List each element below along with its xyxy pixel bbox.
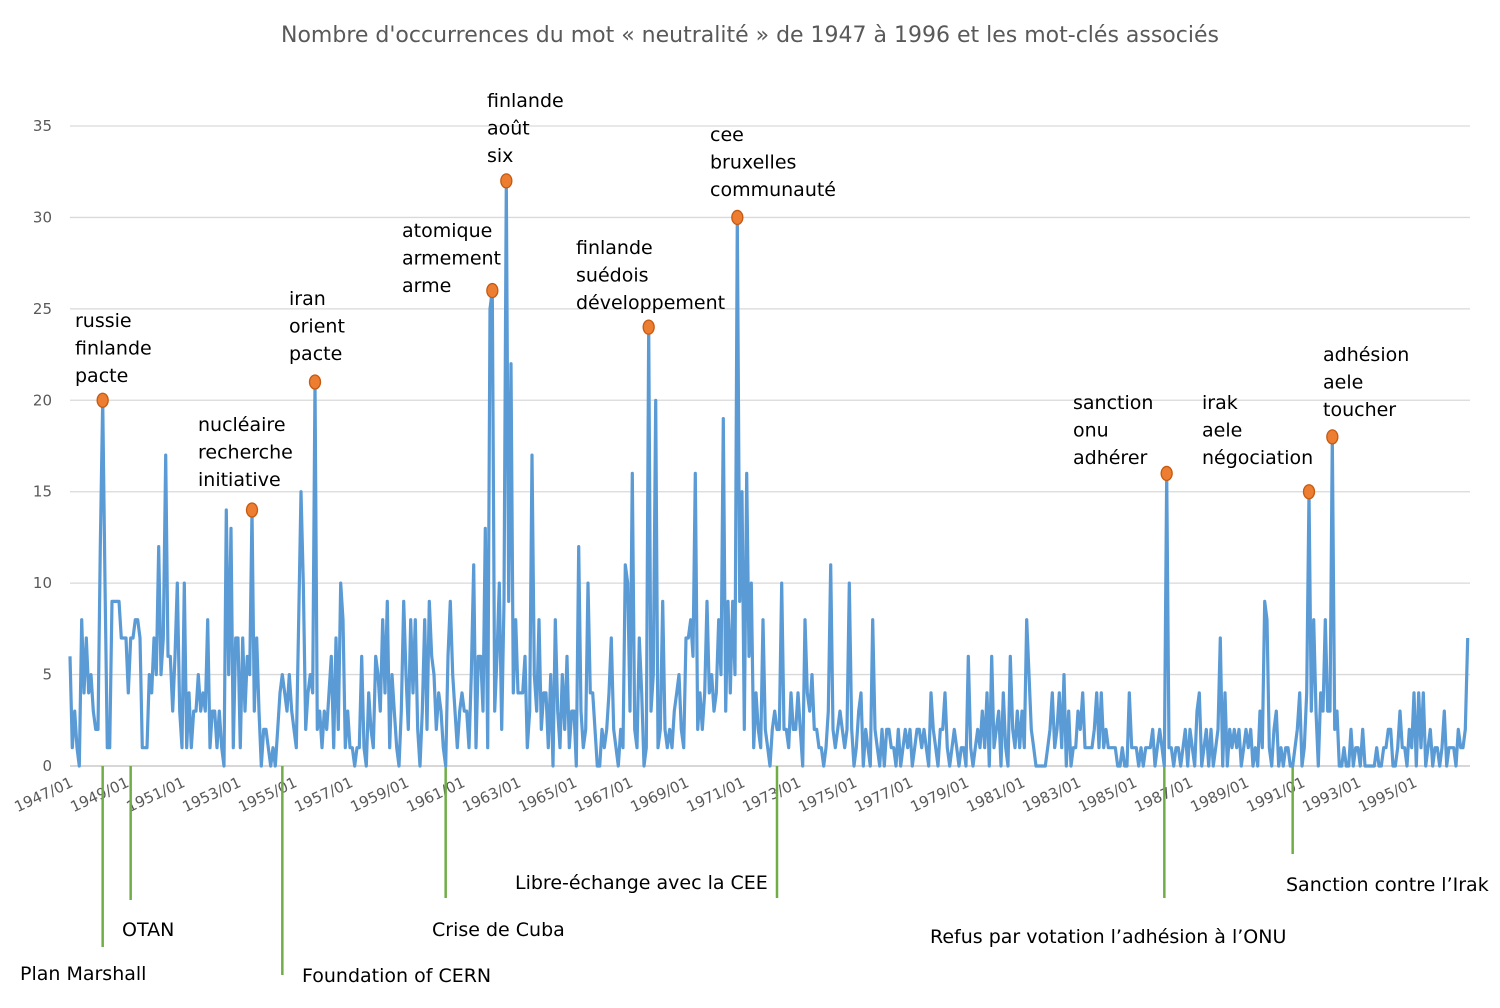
x-tick-label: 1955/01 (236, 773, 300, 816)
x-tick-label: 1993/01 (1300, 773, 1364, 816)
keyword-label: finlande (75, 338, 152, 360)
y-axis: 0 5 10 15 20 25 30 35 (33, 117, 52, 775)
keyword-label: communauté (710, 179, 836, 201)
peak-marker (245, 502, 259, 518)
y-tick-label: 20 (33, 391, 52, 409)
series-line (68, 179, 1470, 768)
x-tick-label: 1963/01 (460, 773, 524, 816)
keyword-label: armement (402, 248, 501, 270)
y-tick-label: 10 (33, 574, 52, 592)
keyword-label: suédois (576, 265, 649, 287)
keyword-label: négociation (1202, 447, 1313, 469)
keyword-label: arme (402, 275, 451, 297)
peak-marker (486, 282, 499, 299)
keyword-label: initiative (198, 469, 281, 491)
x-tick-label: 1981/01 (964, 773, 1028, 816)
x-tick-label: 1949/01 (68, 773, 132, 816)
keyword-label: pacte (75, 365, 128, 387)
keyword-annotations: russie finlande pacte nucléaire recherche ini… (75, 90, 1409, 518)
keyword-label: août (487, 118, 530, 140)
x-tick-label: 1989/01 (1188, 773, 1252, 816)
keyword-label: sanction (1073, 392, 1153, 414)
event-label: Sanction contre l’Irak (1286, 874, 1489, 896)
event-label: Plan Marshall (20, 963, 146, 985)
peak-marker (731, 209, 744, 226)
keyword-label: adhésion (1323, 344, 1409, 366)
x-tick-label: 1971/01 (684, 773, 748, 816)
keyword-label: atomique (402, 220, 492, 242)
y-tick-label: 0 (42, 757, 52, 775)
x-tick-label: 1995/01 (1356, 773, 1420, 816)
x-tick-label: 1975/01 (796, 773, 860, 816)
keyword-label: développement (576, 292, 725, 314)
x-tick-label: 1973/01 (740, 773, 804, 816)
event-label: OTAN (122, 919, 174, 941)
keyword-label: adhérer (1073, 447, 1148, 469)
y-tick-label: 30 (33, 208, 52, 226)
x-tick-label: 1947/01 (12, 773, 76, 816)
keyword-label: aele (1202, 420, 1242, 442)
keyword-label: iran (289, 288, 326, 310)
y-tick-label: 15 (33, 483, 52, 501)
keyword-label: toucher (1323, 399, 1396, 421)
keyword-label: aele (1323, 372, 1363, 394)
y-tick-label: 35 (33, 117, 52, 135)
peak-marker (1302, 484, 1316, 500)
keyword-label: irak (1202, 392, 1238, 414)
x-tick-label: 1977/01 (852, 773, 916, 816)
event-label: Refus par votation l’adhésion à l’ONU (930, 926, 1286, 948)
keyword-label: orient (289, 316, 345, 338)
keyword-label: russie (75, 310, 132, 332)
keyword-label: finlande (487, 90, 564, 112)
event-label: Libre-échange avec la CEE (515, 872, 768, 894)
keyword-label: recherche (198, 442, 293, 464)
x-tick-label: 1979/01 (908, 773, 972, 816)
x-axis: 1947/011949/011951/011953/011955/011957/… (12, 773, 1420, 816)
y-tick-label: 5 (42, 666, 52, 684)
keyword-label: six (487, 145, 513, 167)
keyword-label: pacte (289, 343, 342, 365)
x-tick-label: 1969/01 (628, 773, 692, 816)
x-tick-label: 1985/01 (1076, 773, 1140, 816)
x-tick-label: 1983/01 (1020, 773, 1084, 816)
peak-marker (1326, 429, 1339, 445)
x-tick-label: 1991/01 (1244, 773, 1308, 816)
x-tick-label: 1951/01 (124, 773, 188, 816)
peak-marker (1160, 465, 1173, 482)
keyword-label: bruxelles (710, 152, 796, 174)
keyword-label: finlande (576, 237, 653, 259)
peak-marker (500, 173, 513, 189)
keyword-label: nucléaire (198, 414, 286, 436)
series (68, 179, 1470, 768)
keyword-label: cee (710, 124, 744, 146)
y-tick-label: 25 (33, 300, 52, 318)
peak-marker (642, 319, 655, 335)
x-tick-label: 1957/01 (292, 773, 356, 816)
peak-marker (96, 392, 109, 408)
x-tick-label: 1959/01 (348, 773, 412, 816)
x-tick-label: 1961/01 (404, 773, 468, 816)
x-tick-label: 1967/01 (572, 773, 636, 816)
peak-marker (308, 374, 322, 390)
x-tick-label: 1953/01 (180, 773, 244, 816)
x-tick-label: 1965/01 (516, 773, 580, 816)
event-label: Crise de Cuba (432, 919, 565, 941)
event-annotations: Plan Marshall OTAN Foundation of CERN Crise… (20, 766, 1489, 987)
keyword-label: onu (1073, 420, 1109, 442)
event-label: Foundation of CERN (302, 965, 491, 987)
chart-title: Nombre d'occurrences du mot « neutralité… (281, 23, 1219, 48)
